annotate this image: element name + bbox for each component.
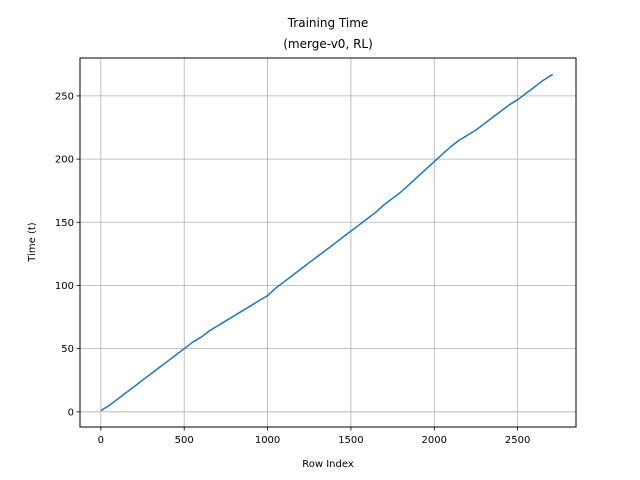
x-tick-label: 2000 <box>422 435 447 446</box>
x-tick-label: 2500 <box>505 435 530 446</box>
y-axis: 0 50 100 150 200 250 <box>55 91 80 418</box>
x-tick-label: 1500 <box>338 435 363 446</box>
grid <box>80 58 576 427</box>
chart-subtitle: (merge-v0, RL) <box>283 37 373 51</box>
y-tick-label: 250 <box>55 91 74 102</box>
chart-title: Training Time <box>287 16 369 30</box>
y-tick-label: 100 <box>55 281 74 292</box>
y-tick-label: 50 <box>61 344 74 355</box>
x-axis: 0 500 1000 1500 2000 2500 <box>98 427 530 446</box>
series-line <box>100 73 554 412</box>
x-tick-label: 1000 <box>255 435 280 446</box>
x-tick-label: 0 <box>98 435 104 446</box>
y-axis-label: Time (t) <box>27 222 38 262</box>
y-tick-label: 0 <box>68 407 74 418</box>
plot-frame <box>79 57 577 428</box>
y-tick-label: 200 <box>55 155 74 166</box>
plot-area <box>100 73 554 412</box>
x-axis-label: Row Index <box>302 459 354 470</box>
y-tick-label: 150 <box>55 218 74 229</box>
x-tick-label: 500 <box>175 435 194 446</box>
